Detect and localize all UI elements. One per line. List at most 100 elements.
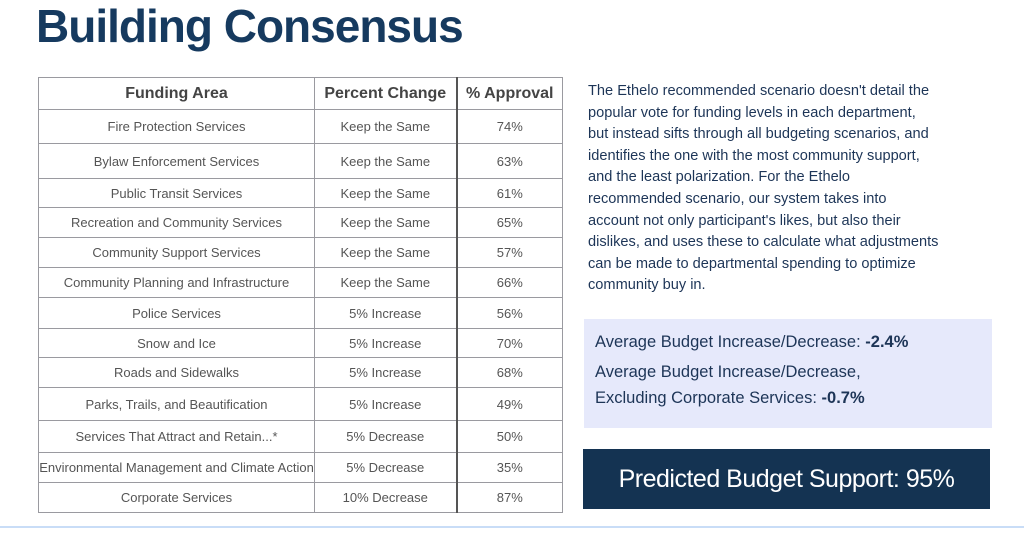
percent-change-cell: Keep the Same	[314, 178, 458, 208]
percent-change-cell-text: 10% Decrease	[342, 490, 428, 505]
description-line: The Ethelo recommended scenario doesn't …	[588, 83, 930, 99]
table-header-row: Funding Area Percent Change % Approval	[38, 77, 563, 110]
table-row: Recreation and Community Services Keep th…	[38, 207, 563, 238]
percent-change-cell: Keep the Same	[314, 143, 458, 179]
header-funding-area: Funding Area	[38, 77, 315, 110]
funding-table: Funding Area Percent Change % Approval F…	[38, 77, 563, 513]
approval-cell: 35%	[456, 452, 563, 483]
funding-area-cell: Roads and Sidewalks	[38, 357, 315, 388]
funding-area-cell-text: Community Planning and Infrastructure	[63, 275, 290, 290]
funding-area-cell-text: Corporate Services	[120, 490, 233, 505]
page-title: Building Consensus	[36, 0, 464, 52]
header-percent-change: Percent Change	[314, 77, 458, 110]
approval-cell: 57%	[456, 237, 563, 268]
funding-area-cell-text: Fire Protection Services	[107, 119, 246, 134]
funding-area-cell: Fire Protection Services	[38, 109, 315, 144]
excl-label: Excluding Corporate Services:	[595, 389, 822, 407]
approval-cell: 61%	[456, 178, 563, 208]
description-line: and the least polarization. For the Ethe…	[588, 169, 851, 186]
percent-change-cell: 5% Decrease	[314, 452, 458, 483]
description-line: identifies the one with the most communi…	[588, 147, 920, 164]
funding-area-cell: Police Services	[38, 297, 315, 329]
funding-area-cell: Snow and Ice	[38, 328, 315, 358]
percent-change-cell-text: Keep the Same	[340, 245, 431, 260]
budget-stats-box: Average Budget Increase/Decrease: -2.4% …	[584, 319, 992, 428]
bottom-divider	[0, 526, 1024, 528]
funding-area-cell-text: Parks, Trails, and Beautification	[85, 396, 268, 412]
percent-change-cell-text: Keep the Same	[340, 215, 431, 230]
table-row: Environmental Management and Climate Act…	[38, 452, 563, 483]
percent-change-cell-text: 5% Increase	[349, 365, 422, 380]
percent-change-cell: Keep the Same	[314, 109, 458, 144]
excl-label-line1: Average Budget Increase/Decrease,	[595, 363, 861, 381]
percent-change-cell-text: Keep the Same	[340, 153, 431, 169]
funding-area-cell: Parks, Trails, and Beautification	[38, 387, 315, 421]
funding-area-cell: Services That Attract and Retain...*	[38, 420, 315, 453]
table-row: Roads and Sidewalks 5% Increase 68%	[38, 357, 563, 388]
description-line: but instead sifts through all budgeting …	[588, 126, 929, 143]
approval-cell: 63%	[456, 143, 563, 179]
description-line: recommended scenario, our system takes i…	[588, 190, 887, 207]
table-row: Services That Attract and Retain...* 5% D…	[38, 420, 563, 453]
approval-cell-text: 87%	[496, 490, 523, 505]
approval-cell-text: 66%	[496, 275, 523, 290]
approval-cell-text: 50%	[496, 429, 523, 444]
percent-change-cell: 10% Decrease	[314, 482, 458, 513]
percent-change-cell: 5% Increase	[314, 357, 458, 388]
approval-cell: 56%	[456, 297, 563, 329]
percent-change-cell: Keep the Same	[314, 267, 458, 298]
funding-area-cell-text: Public Transit Services	[110, 185, 243, 201]
excl-budget-change: Excluding Corporate Services: -0.7%	[595, 389, 865, 408]
table-row: Corporate Services 10% Decrease 87%	[38, 482, 563, 513]
excl-value: -0.7%	[821, 389, 865, 407]
approval-cell-text: 49%	[496, 396, 523, 412]
table-row: Bylaw Enforcement Services Keep the Same 6…	[38, 143, 563, 179]
approval-cell: 66%	[456, 267, 563, 298]
approval-cell: 74%	[456, 109, 563, 144]
funding-area-cell-text: Police Services	[132, 305, 221, 321]
approval-cell: 50%	[456, 420, 563, 453]
approval-cell: 68%	[456, 357, 563, 388]
table-row: Police Services 5% Increase 56%	[38, 297, 563, 329]
approval-cell: 87%	[456, 482, 563, 513]
funding-area-cell-text: Bylaw Enforcement Services	[93, 153, 260, 169]
table-row: Snow and Ice 5% Increase 70%	[38, 328, 563, 358]
percent-change-cell-text: Keep the Same	[340, 185, 431, 201]
funding-area-cell-text: Snow and Ice	[137, 335, 216, 351]
funding-area-cell: Public Transit Services	[38, 178, 315, 208]
approval-cell-text: 68%	[496, 365, 523, 380]
avg-budget-change: Average Budget Increase/Decrease: -2.4%	[595, 333, 908, 352]
approval-cell-text: 65%	[496, 215, 523, 230]
approval-cell-text: 70%	[496, 335, 523, 351]
percent-change-cell: Keep the Same	[314, 237, 458, 268]
percent-change-cell-text: 5% Decrease	[346, 460, 425, 475]
approval-cell: 49%	[456, 387, 563, 421]
funding-area-cell: Environmental Management and Climate Act…	[38, 452, 315, 483]
funding-area-cell: Community Support Services	[38, 237, 315, 268]
description-line: account not only participant's likes, bu…	[588, 212, 901, 229]
table-row: Community Planning and Infrastructure Kee…	[38, 267, 563, 298]
description-paragraph: The Ethelo recommended scenario doesn't …	[588, 81, 1008, 297]
approval-cell-text: 63%	[496, 153, 523, 169]
approval-cell-text: 35%	[496, 460, 523, 475]
approval-cell: 70%	[456, 328, 563, 358]
percent-change-cell: 5% Increase	[314, 387, 458, 421]
funding-area-cell: Corporate Services	[38, 482, 315, 513]
approval-cell: 65%	[456, 207, 563, 238]
table-row: Public Transit Services Keep the Same 61%	[38, 178, 563, 208]
description-line: dislikes, and uses these to calculate wh…	[588, 234, 939, 251]
description-line: popular vote for funding levels in each …	[588, 104, 916, 121]
approval-cell-text: 61%	[496, 185, 523, 201]
header-approval: % Approval	[456, 77, 563, 110]
percent-change-cell-text: 5% Decrease	[346, 429, 425, 444]
approval-cell-text: 56%	[496, 305, 523, 321]
funding-area-cell-text: Roads and Sidewalks	[113, 365, 240, 380]
percent-change-cell-text: Keep the Same	[340, 119, 431, 134]
funding-area-cell: Community Planning and Infrastructure	[38, 267, 315, 298]
funding-area-cell-text: Environmental Management and Climate Act…	[39, 460, 314, 475]
percent-change-cell: 5% Increase	[314, 328, 458, 358]
funding-area-cell: Recreation and Community Services	[38, 207, 315, 238]
percent-change-cell: 5% Decrease	[314, 420, 458, 453]
percent-change-cell-text: 5% Increase	[349, 396, 422, 412]
percent-change-cell: Keep the Same	[314, 207, 458, 238]
